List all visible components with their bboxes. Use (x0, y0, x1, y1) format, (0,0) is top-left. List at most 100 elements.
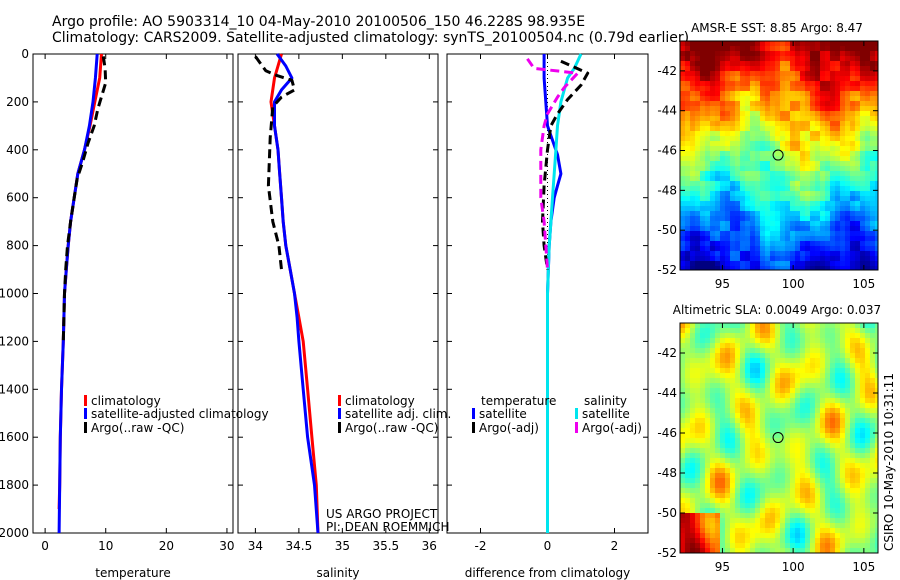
map-cell (830, 66, 836, 72)
map-cell (775, 383, 781, 389)
map-cell (695, 126, 701, 132)
map-cell (695, 136, 701, 142)
map-cell (735, 548, 741, 553)
map-cell (800, 413, 806, 419)
map-cell (720, 76, 726, 82)
map-cell (860, 413, 866, 419)
map-cell (715, 221, 721, 227)
map-cell (835, 196, 841, 202)
map-cell (800, 548, 806, 553)
map-cell (860, 201, 866, 207)
map-cell (795, 216, 801, 222)
map-cell (815, 393, 821, 399)
map-cell (810, 433, 816, 439)
map-cell (725, 111, 731, 117)
map-cell (730, 106, 736, 112)
map-cell (690, 56, 696, 62)
map-cell (865, 76, 871, 82)
map-cell (865, 453, 871, 459)
map-cell (770, 538, 776, 544)
map-cell (745, 231, 751, 237)
map-cell (775, 46, 781, 52)
map-cell (685, 338, 691, 344)
map-cell (830, 393, 836, 399)
map-cell (795, 523, 801, 529)
map-cell (750, 468, 756, 474)
map-cell (825, 363, 831, 369)
map-cell (690, 196, 696, 202)
map-cell (820, 388, 826, 394)
map-cell (800, 71, 806, 77)
map-cell (780, 528, 786, 534)
map-cell (815, 61, 821, 67)
map-cell (800, 176, 806, 182)
legend-label: satellite adj. clim. (345, 407, 451, 421)
map-cell (790, 428, 796, 434)
map-cell (755, 373, 761, 379)
map-cell (745, 438, 751, 444)
map-cell (820, 231, 826, 237)
map-cell (735, 358, 741, 364)
map-cell (720, 261, 726, 267)
map-cell (780, 106, 786, 112)
map-cell (750, 151, 756, 157)
map-cell (800, 161, 806, 167)
map-cell (730, 136, 736, 142)
map-cell (800, 468, 806, 474)
map-cell (745, 261, 751, 267)
map-cell (720, 121, 726, 127)
map-cell (795, 353, 801, 359)
map-cell (845, 41, 851, 47)
map-cell (845, 236, 851, 242)
map-cell (875, 266, 878, 270)
map-cell (820, 51, 826, 57)
map-cell (840, 241, 846, 247)
map-cell (760, 513, 766, 519)
map-cell (865, 196, 871, 202)
map-cell (730, 388, 736, 394)
map-cell (725, 458, 731, 464)
map-cell (680, 216, 686, 222)
map-cell (795, 378, 801, 384)
map-cell (820, 538, 826, 544)
map-cell (775, 211, 781, 217)
map-cell (725, 518, 731, 524)
map-cell (730, 256, 736, 262)
map-cell (870, 433, 876, 439)
map-cell (700, 221, 706, 227)
map-cell (820, 458, 826, 464)
map-cell (715, 201, 721, 207)
map-cell (830, 433, 836, 439)
map-cell (740, 216, 746, 222)
map-cell (870, 46, 876, 52)
map-cell (745, 116, 751, 122)
map-cell (755, 413, 761, 419)
map-cell (700, 538, 706, 544)
map-cell (805, 61, 811, 67)
map-cell (755, 91, 761, 97)
map-cell (865, 518, 871, 524)
map-cell (720, 438, 726, 444)
map-cell (740, 398, 746, 404)
map-cell (875, 473, 878, 479)
map-cell (770, 201, 776, 207)
map-cell (765, 166, 771, 172)
map-cell (875, 368, 878, 374)
map-cell (795, 438, 801, 444)
map-cell (785, 216, 791, 222)
map-cell (825, 216, 831, 222)
map-cell (870, 81, 876, 87)
map-cell (875, 256, 878, 262)
map-cell (830, 136, 836, 142)
map-cell (680, 548, 686, 553)
map-y-tick-label: -48 (657, 466, 677, 480)
map-cell (765, 448, 771, 454)
map-cell (780, 523, 786, 529)
map-cell (750, 428, 756, 434)
map-cell (745, 393, 751, 399)
map-cell (860, 368, 866, 374)
map-cell (770, 231, 776, 237)
map-cell (845, 473, 851, 479)
map-cell (695, 543, 701, 549)
map-cell (685, 71, 691, 77)
